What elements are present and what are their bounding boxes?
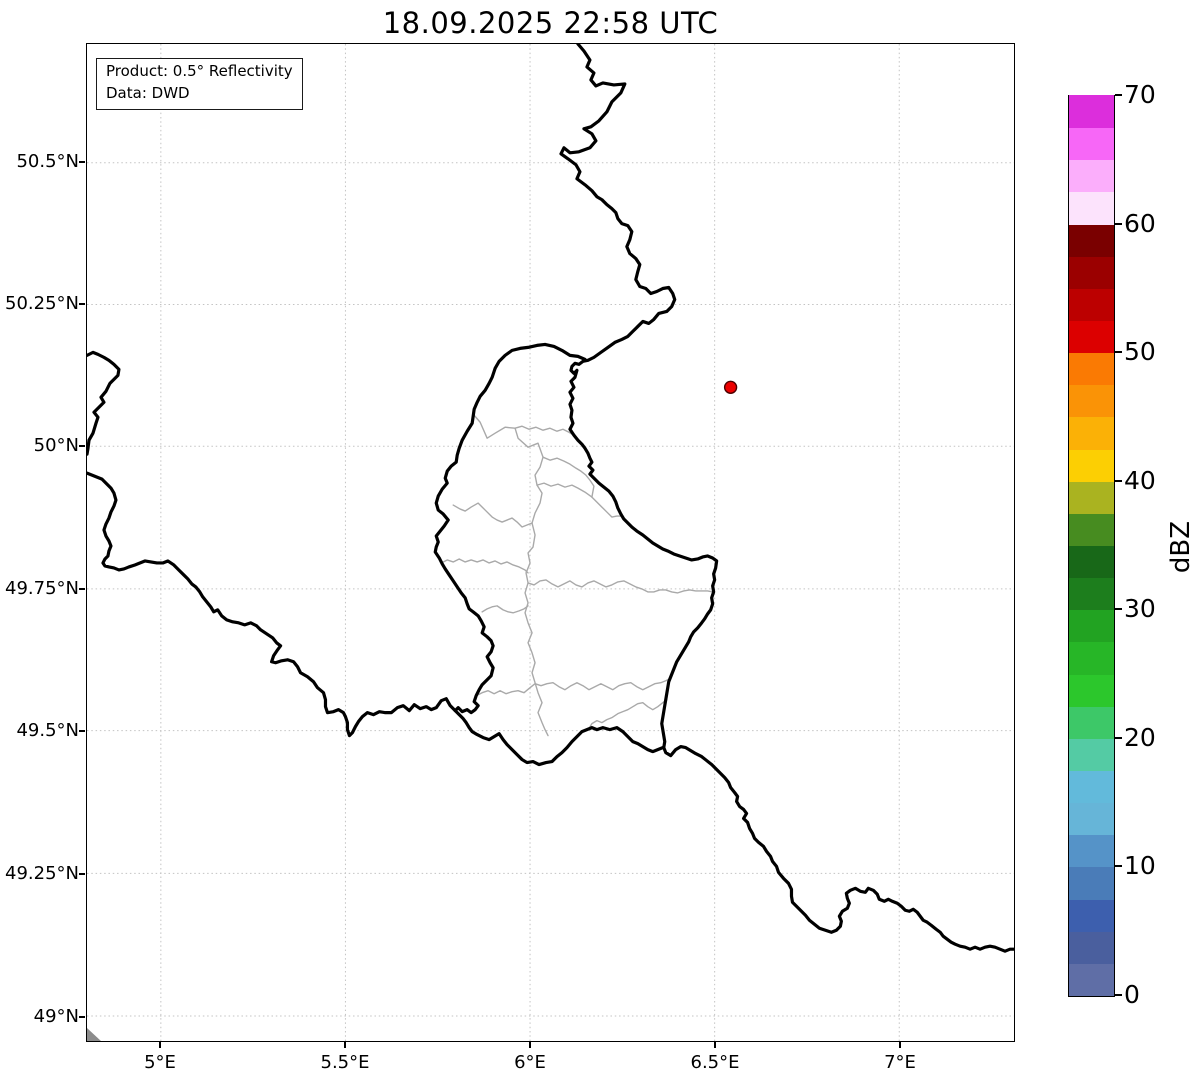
colorbar-segment bbox=[1069, 223, 1114, 257]
x-tick-label: 5.5°E bbox=[320, 1052, 370, 1073]
colorbar-segment bbox=[1069, 802, 1114, 836]
country-border-path bbox=[559, 44, 1014, 953]
colorbar-tick-label: 60 bbox=[1124, 208, 1156, 238]
colorbar-segment bbox=[1069, 256, 1114, 289]
district-border-path bbox=[475, 678, 671, 697]
district-border-path bbox=[527, 579, 714, 594]
y-tick-mark bbox=[79, 873, 85, 875]
colorbar-unit-label: dBZ bbox=[1166, 520, 1196, 574]
colorbar-segment bbox=[1069, 931, 1114, 964]
x-tick-label: 6°E bbox=[514, 1052, 546, 1073]
figure-title: 18.09.2025 22:58 UTC bbox=[382, 6, 719, 40]
map-svg bbox=[87, 44, 1014, 1041]
colorbar-segment bbox=[1069, 545, 1114, 579]
district-border-path bbox=[452, 502, 533, 528]
colorbar-segment bbox=[1069, 513, 1114, 546]
colorbar-segment bbox=[1069, 159, 1114, 193]
district-border-path bbox=[588, 698, 668, 730]
y-tick-label: 49°N bbox=[33, 1006, 79, 1027]
y-tick-label: 50.25°N bbox=[5, 293, 79, 314]
colorbar-segment bbox=[1069, 963, 1114, 996]
product-info-line1: Product: 0.5° Reflectivity bbox=[106, 62, 293, 80]
district-border-path bbox=[542, 456, 595, 498]
y-tick-label: 49.25°N bbox=[5, 863, 79, 884]
y-tick-mark bbox=[79, 1016, 85, 1018]
x-tick-mark bbox=[529, 1042, 531, 1048]
y-tick-mark bbox=[79, 161, 85, 163]
x-tick-label: 6.5°E bbox=[690, 1052, 740, 1073]
colorbar-tick-mark bbox=[1115, 865, 1122, 868]
radar-site-marker bbox=[723, 380, 738, 394]
colorbar-segment bbox=[1069, 577, 1114, 611]
colorbar-tick-mark bbox=[1115, 479, 1122, 482]
district-border-path bbox=[473, 414, 549, 737]
y-tick-mark bbox=[79, 730, 85, 732]
district-border-path bbox=[481, 605, 529, 614]
map-plot-area: Product: 0.5° Reflectivity Data: DWD bbox=[86, 43, 1015, 1042]
colorbar-tick-mark bbox=[1115, 994, 1122, 996]
colorbar-segment bbox=[1069, 416, 1114, 450]
colorbar-tick-mark bbox=[1115, 94, 1122, 96]
colorbar-tick-label: 20 bbox=[1124, 722, 1156, 752]
colorbar-tick-label: 70 bbox=[1124, 80, 1156, 109]
y-tick-label: 50°N bbox=[33, 435, 79, 456]
district-border-path bbox=[591, 496, 623, 518]
y-tick-mark bbox=[79, 588, 85, 590]
colorbar-tick-mark bbox=[1115, 222, 1122, 225]
colorbar-segment bbox=[1069, 191, 1114, 225]
colorbar-tick-mark bbox=[1115, 608, 1122, 611]
colorbar-segment bbox=[1069, 320, 1114, 354]
y-tick-label: 50.5°N bbox=[16, 151, 79, 172]
y-tick-label: 49.75°N bbox=[5, 578, 79, 599]
colorbar-segment bbox=[1069, 770, 1114, 804]
colorbar-tick-mark bbox=[1115, 736, 1122, 739]
colorbar-segment bbox=[1069, 609, 1114, 643]
district-border-path bbox=[514, 425, 575, 436]
colorbar-segment bbox=[1069, 706, 1114, 739]
colorbar-segment bbox=[1069, 448, 1114, 482]
colorbar-segment bbox=[1069, 352, 1114, 386]
colorbar-tick-label: 30 bbox=[1124, 594, 1156, 624]
country-border-path bbox=[433, 342, 665, 767]
colorbar-tick-label: 50 bbox=[1124, 337, 1156, 367]
x-tick-mark bbox=[344, 1042, 346, 1048]
x-tick-mark bbox=[714, 1042, 716, 1048]
country-border-path bbox=[87, 471, 457, 738]
colorbar-segment bbox=[1069, 384, 1114, 418]
y-tick-label: 49.5°N bbox=[16, 720, 79, 741]
colorbar-segment bbox=[1069, 673, 1114, 707]
y-tick-mark bbox=[79, 303, 85, 305]
district-border-path bbox=[536, 482, 593, 498]
colorbar-tick-label: 10 bbox=[1124, 851, 1156, 881]
colorbar-segment bbox=[1069, 738, 1114, 771]
colorbar-segment bbox=[1069, 898, 1114, 932]
colorbar bbox=[1068, 95, 1115, 997]
colorbar-segment bbox=[1069, 288, 1114, 321]
product-info-line2: Data: DWD bbox=[106, 83, 190, 102]
scan-corner-patch bbox=[87, 1028, 101, 1041]
colorbar-tick-label: 40 bbox=[1124, 465, 1156, 495]
district-border-path bbox=[440, 558, 529, 574]
y-tick-mark bbox=[79, 445, 85, 447]
x-tick-label: 7°E bbox=[884, 1052, 916, 1073]
colorbar-segment bbox=[1069, 834, 1114, 868]
colorbar-segment bbox=[1069, 641, 1114, 675]
x-tick-label: 5°E bbox=[144, 1052, 176, 1073]
x-tick-mark bbox=[899, 1042, 901, 1048]
product-info-box: Product: 0.5° Reflectivity Data: DWD bbox=[96, 58, 303, 110]
colorbar-tick-mark bbox=[1115, 351, 1122, 354]
country-border-path bbox=[87, 350, 121, 456]
x-tick-mark bbox=[159, 1042, 161, 1048]
colorbar-segment bbox=[1069, 481, 1114, 514]
colorbar-segment bbox=[1069, 866, 1114, 900]
colorbar-segment bbox=[1069, 95, 1114, 129]
colorbar-segment bbox=[1069, 127, 1114, 161]
colorbar-tick-label: 0 bbox=[1124, 980, 1140, 1009]
